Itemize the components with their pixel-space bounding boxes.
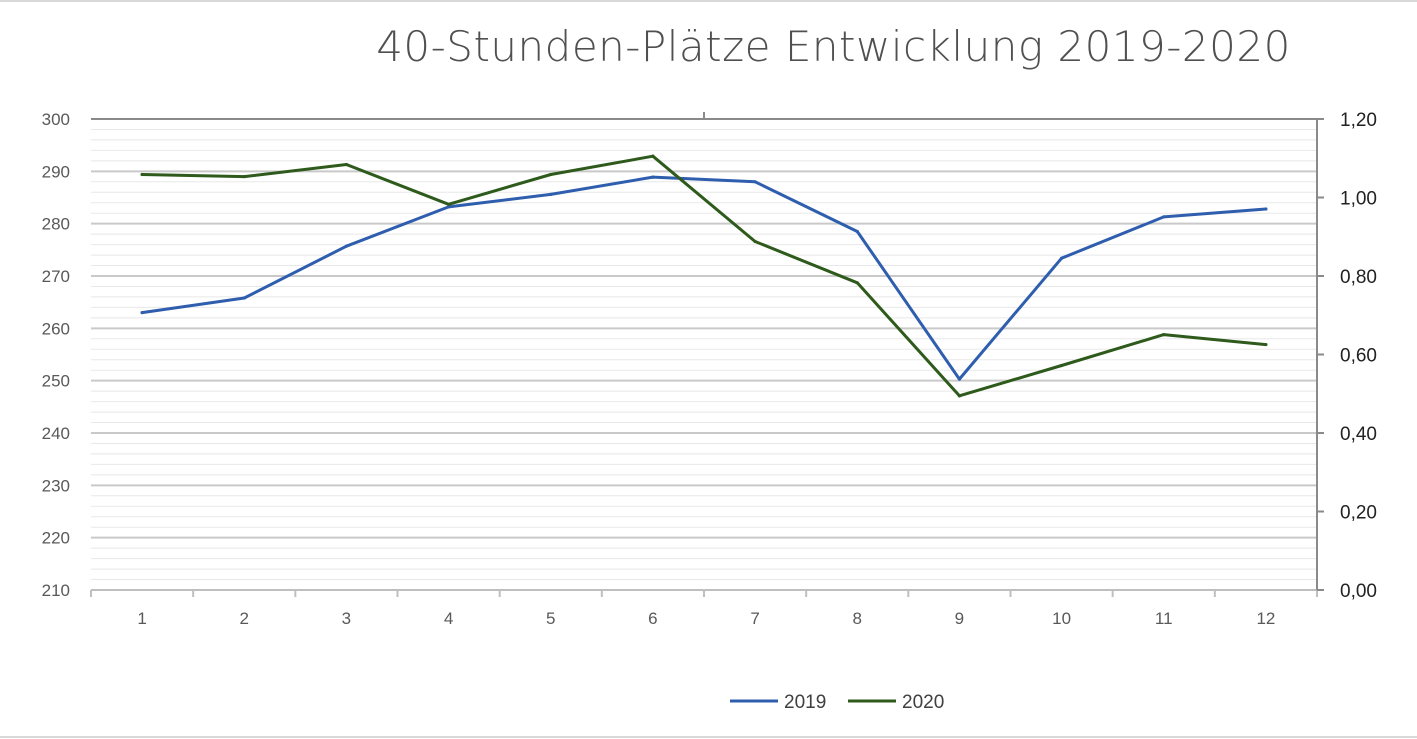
y-left-tick-label: 240 [42,424,70,443]
chart-title: 40-Stunden-Plätze Entwicklung 2019-2020 [376,22,1291,71]
gridlines [91,118,1317,581]
series-layer [140,154,1268,398]
data-point-2019 [651,175,655,179]
data-point-2020 [1059,363,1064,368]
y-left-tick-label: 300 [42,110,70,129]
y-left-tick-label: 230 [42,476,70,495]
x-tick-label: 6 [648,609,657,628]
data-point-2020 [1162,333,1166,337]
data-point-2019 [753,180,757,184]
data-point-2019 [1162,215,1166,219]
data-point-2019 [855,229,859,234]
y-left-tick-label: 210 [42,581,70,600]
y-left-tick-label: 280 [42,215,70,234]
x-tick-label: 8 [853,609,862,628]
axes: 2102202302402502602702802903000,000,200,… [42,110,1377,628]
y-left-tick-label: 290 [42,162,70,181]
y-right-tick-label: 0,00 [1340,581,1377,602]
y-right-tick-label: 0,20 [1340,503,1377,524]
data-point-2019 [1264,207,1268,211]
x-tick-label: 4 [444,609,453,628]
data-point-2020 [242,174,246,179]
legend: 2019 2020 [730,692,944,713]
y-right-tick-label: 0,60 [1340,346,1377,367]
data-point-2020 [753,239,757,244]
x-tick-label: 12 [1256,609,1275,628]
y-left-tick-label: 250 [42,372,70,391]
data-point-2019 [549,192,553,196]
x-tick-label: 7 [750,609,759,628]
data-point-2019 [446,205,451,209]
y-right-tick-label: 0,40 [1340,424,1377,445]
x-tick-label: 2 [240,609,249,628]
x-tick-label: 3 [342,609,351,628]
legend-label-2019: 2019 [784,692,826,713]
y-left-tick-label: 260 [42,319,70,338]
data-point-2020 [957,394,962,398]
x-tick-label: 5 [546,609,555,628]
y-right-tick-label: 1,20 [1340,110,1377,131]
x-tick-label: 11 [1155,609,1173,628]
legend-label-2020: 2020 [902,692,944,713]
data-point-2019 [1059,256,1064,260]
data-point-2020 [855,281,859,285]
y-right-tick-label: 1,00 [1340,189,1377,210]
data-point-2020 [549,172,553,177]
data-point-2019 [140,311,144,315]
data-point-2019 [344,244,349,248]
y-right-tick-label: 0,80 [1340,267,1377,288]
data-point-2020 [651,154,655,158]
x-tick-label: 9 [955,609,964,628]
series-line-2020 [142,154,1267,398]
y-left-tick-label: 270 [42,267,70,286]
data-point-2020 [344,162,349,167]
data-point-2020 [446,202,451,206]
y-left-tick-label: 220 [42,529,70,548]
data-point-2019 [242,296,246,300]
series-line-2019 [141,175,1267,381]
x-tick-label: 1 [137,609,146,628]
data-point-2019 [957,377,962,381]
data-point-2020 [1264,342,1268,347]
data-point-2020 [140,172,144,177]
x-tick-label: 10 [1052,609,1071,628]
